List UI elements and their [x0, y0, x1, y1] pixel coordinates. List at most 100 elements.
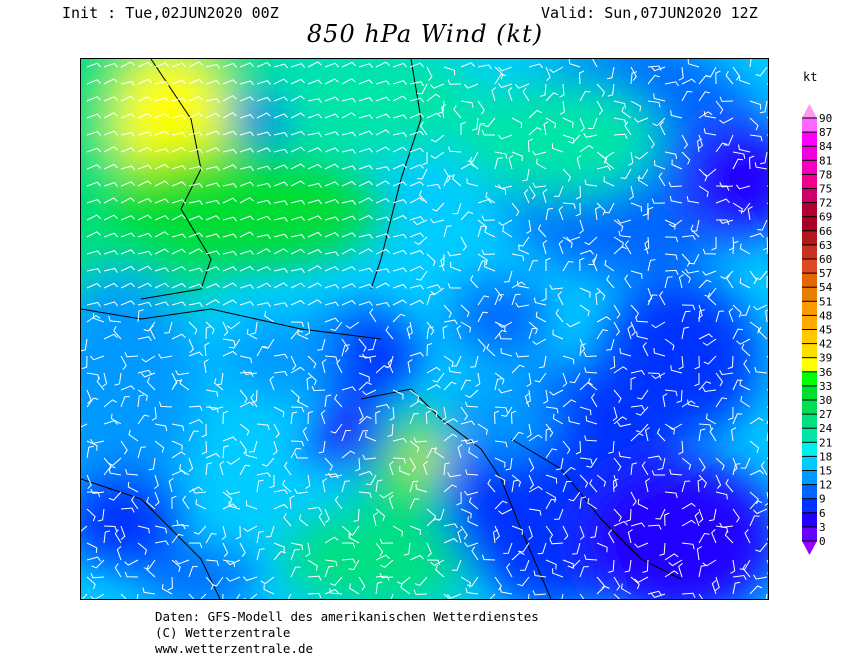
wind-barb: [358, 248, 373, 255]
wind-barb: [120, 61, 135, 68]
wind-barb: [624, 121, 632, 136]
wind-barb: [409, 389, 420, 402]
wind-barb: [369, 308, 377, 323]
coastline: [81, 308, 382, 340]
wind-barb: [245, 500, 258, 510]
wind-barb: [243, 525, 258, 533]
wind-barb: [664, 151, 678, 160]
wind-barb: [630, 576, 640, 590]
wind-barb: [137, 309, 144, 323]
wind-barb: [738, 144, 751, 153]
wind-barb: [392, 181, 407, 187]
wind-barb: [698, 111, 713, 119]
wind-barb: [409, 457, 417, 472]
wind-barb: [528, 127, 542, 136]
wind-barb: [596, 202, 606, 216]
wind-barb: [261, 457, 275, 467]
wind-barb: [596, 316, 611, 323]
wind-barb: [81, 423, 88, 428]
wind-barb: [103, 146, 118, 153]
wind-barb: [392, 313, 406, 323]
wind-barb: [102, 372, 108, 387]
wind-barb: [222, 112, 237, 119]
wind-barb: [732, 328, 743, 340]
wind-barb: [205, 233, 220, 239]
wind-barb: [81, 525, 88, 532]
wind-barb: [464, 542, 479, 548]
wind-barb: [568, 59, 581, 68]
wind-barb: [179, 464, 190, 476]
wind-barb: [317, 338, 326, 351]
wind-barb: [484, 227, 496, 238]
wind-barb: [719, 96, 734, 102]
wind-barb: [290, 248, 305, 255]
wind-barb: [430, 151, 445, 160]
wind-barb: [188, 542, 203, 548]
wind-barb: [551, 143, 564, 153]
wind-barb: [749, 232, 764, 238]
wind-barb: [749, 134, 763, 142]
wind-barb: [239, 371, 254, 377]
wind-barb: [658, 172, 666, 187]
wind-barb: [358, 114, 373, 120]
wind-barb: [568, 491, 581, 502]
wind-barb: [179, 378, 190, 391]
wind-barb: [562, 399, 576, 408]
wind-barb: [158, 353, 173, 359]
wind-barb: [545, 66, 551, 81]
wind-barb: [307, 113, 322, 119]
colorbar-label: 30: [819, 394, 832, 407]
init-time: Init : Tue,02JUN2020 00Z: [62, 4, 279, 22]
wind-barb: [188, 61, 203, 68]
wind-barb: [426, 384, 441, 391]
wind-barb: [341, 338, 349, 353]
wind-barb: [613, 366, 628, 374]
wind-barb: [239, 96, 254, 102]
wind-barb: [120, 385, 135, 391]
wind-barb: [324, 216, 339, 222]
wind-barb: [517, 542, 530, 553]
wind-barb: [634, 576, 649, 583]
wind-barb: [426, 366, 441, 374]
wind-barb: [205, 63, 220, 69]
wind-barb: [415, 270, 428, 281]
wind-barb: [715, 474, 722, 489]
wind-barb: [545, 559, 557, 570]
wind-barb: [273, 131, 288, 137]
colorbar-band: [802, 414, 817, 429]
wind-barb: [557, 291, 564, 306]
wind-barb: [528, 434, 543, 442]
wind-barb: [120, 165, 135, 171]
wind-barb: [171, 533, 184, 544]
wind-barb: [477, 122, 486, 136]
wind-barb: [127, 481, 139, 493]
wind-barb: [375, 581, 383, 595]
wind-barb: [409, 62, 424, 68]
wind-barb: [256, 234, 271, 240]
wind-barb: [494, 74, 506, 85]
wind-barb: [766, 430, 768, 442]
wind-barb: [592, 257, 598, 272]
wind-barb: [113, 325, 122, 340]
wind-barb: [375, 113, 390, 119]
wind-barb: [744, 529, 751, 544]
wind-barb: [103, 301, 118, 307]
wind-barb: [612, 406, 618, 421]
wind-barb: [463, 439, 479, 445]
coastline: [140, 59, 212, 300]
wind-barb: [698, 91, 711, 102]
wind-barb: [698, 593, 704, 599]
wind-barb: [540, 83, 547, 97]
wind-barb: [389, 461, 394, 476]
wind-barb: [555, 308, 564, 323]
wind-barb: [595, 291, 601, 306]
wind-barb: [664, 269, 679, 276]
wind-barb: [188, 405, 203, 411]
wind-barb: [324, 317, 339, 323]
wind-barb: [584, 554, 598, 561]
wind-barb: [86, 542, 98, 553]
wind-barb: [576, 155, 582, 170]
wind-barb: [748, 155, 755, 170]
wind-barb: [205, 462, 213, 476]
wind-barb: [320, 410, 326, 425]
